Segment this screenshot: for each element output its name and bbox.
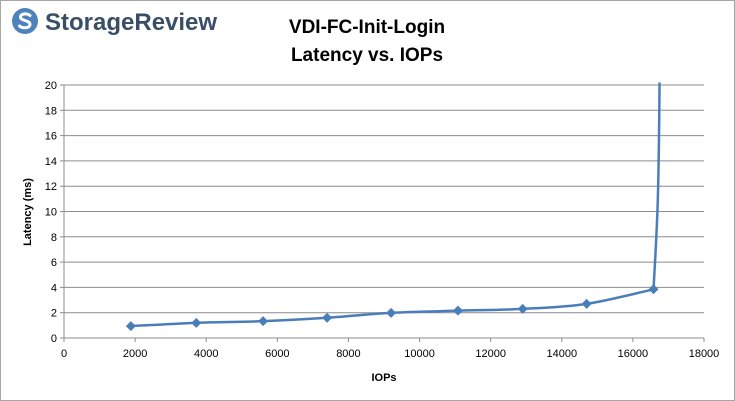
chart-title-line-2: Latency vs. IOPs xyxy=(290,45,444,66)
x-tick-label-2000: 2000 xyxy=(123,348,147,360)
y-tick-labels: 0 2 4 6 8 10 12 14 16 18 20 xyxy=(45,80,57,345)
y-axis-title: Latency (ms) xyxy=(22,178,34,246)
x-axis-title: IOPs xyxy=(371,372,396,384)
y-tick-label-14: 14 xyxy=(45,156,57,168)
data-point-8 xyxy=(648,284,659,295)
x-tick-label-0: 0 xyxy=(61,348,67,360)
data-point-2 xyxy=(258,316,269,327)
y-tick-label-2: 2 xyxy=(51,308,57,320)
data-point-4 xyxy=(386,307,397,318)
series-line-0 xyxy=(130,82,661,328)
chart-title-line-1: VDI-FC-Init-Login xyxy=(288,17,446,38)
grid-lines xyxy=(64,84,704,314)
x-tick-label-14000: 14000 xyxy=(546,348,577,360)
x-tick-label-16000: 16000 xyxy=(618,348,649,360)
series xyxy=(125,82,661,332)
x-tick-label-18000: 18000 xyxy=(689,348,720,360)
data-point-7 xyxy=(581,298,592,309)
storagereview-logo: StorageReview xyxy=(12,8,217,36)
y-tick-label-10: 10 xyxy=(45,207,57,219)
x-tick-label-10000: 10000 xyxy=(404,348,435,360)
y-tick-label-16: 16 xyxy=(45,131,57,143)
x-tick-label-8000: 8000 xyxy=(336,348,360,360)
data-point-0 xyxy=(125,321,136,332)
y-tick-label-6: 6 xyxy=(51,257,57,269)
logo-text: StorageReview xyxy=(45,9,217,36)
y-tick-label-12: 12 xyxy=(45,181,57,193)
y-tick-label-20: 20 xyxy=(45,80,57,92)
y-tick-label-4: 4 xyxy=(51,282,57,294)
logo-s-icon xyxy=(18,12,32,30)
x-tick-label-4000: 4000 xyxy=(194,348,218,360)
x-tick-labels: 0 2000 4000 6000 8000 10000 12000 14000 16000 180… xyxy=(61,348,719,360)
axes xyxy=(60,84,705,342)
y-tick-label-0: 0 xyxy=(51,333,57,345)
data-point-5 xyxy=(452,305,463,316)
x-tick-label-12000: 12000 xyxy=(475,348,506,360)
data-point-6 xyxy=(517,303,528,314)
y-tick-label-8: 8 xyxy=(51,232,57,244)
data-point-1 xyxy=(191,317,202,328)
x-tick-label-6000: 6000 xyxy=(265,348,289,360)
data-point-3 xyxy=(322,312,333,323)
y-tick-label-18: 18 xyxy=(45,105,57,117)
